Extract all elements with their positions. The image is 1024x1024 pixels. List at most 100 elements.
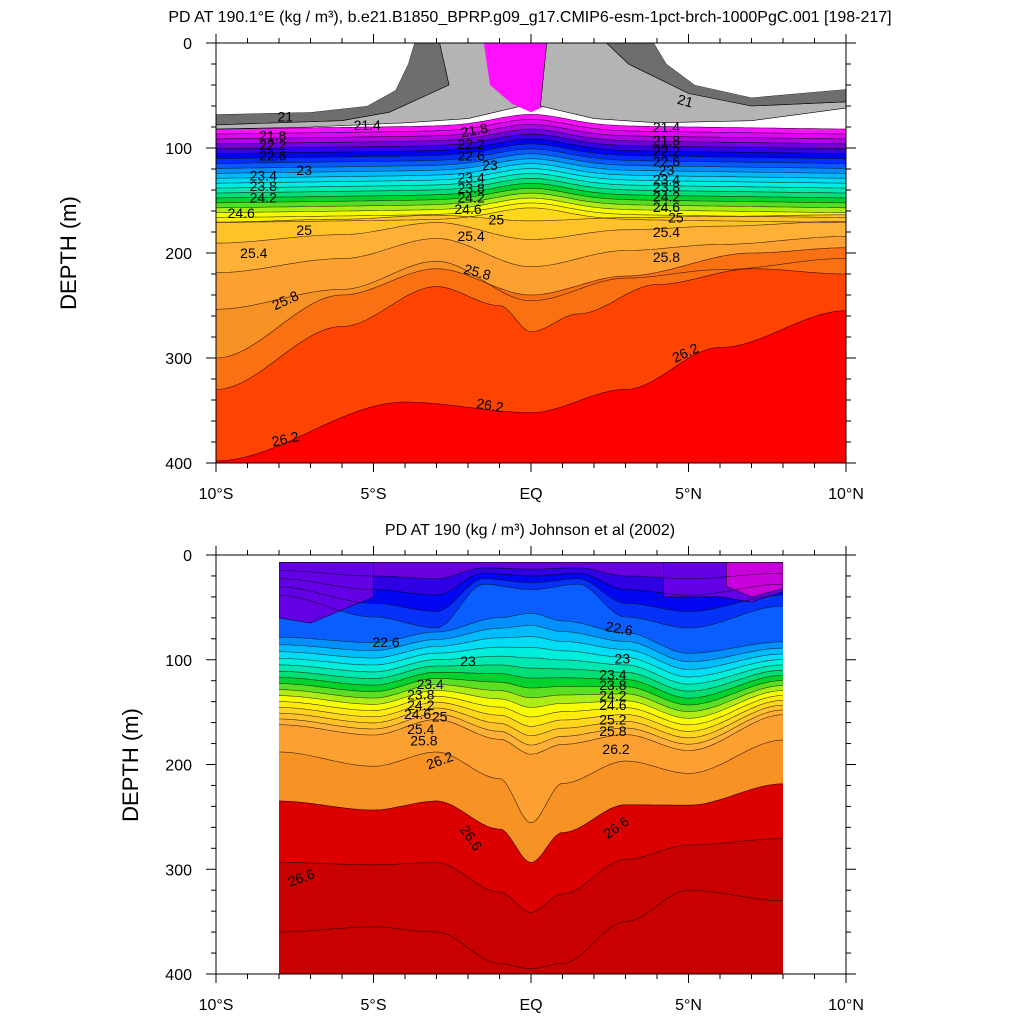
contour-line [279, 625, 783, 662]
contour-line [216, 268, 846, 390]
panel-model-axes: 10°S 5°S EQ 5°N 10°N 0 100 200 300 400 [165, 34, 864, 503]
panel-model-contour-labels: 2121.421.822.222.62323.423.824.224.62525… [228, 91, 702, 450]
contour-line [216, 114, 846, 130]
x-tick-label: EQ [519, 486, 542, 503]
contour-label: 23 [659, 162, 675, 178]
contour-line [279, 714, 783, 755]
contour-label: 21.8 [259, 127, 286, 143]
contour-label: 23.8 [458, 180, 485, 196]
contour-line [216, 214, 846, 223]
contour-line [216, 221, 846, 244]
x-tick-label: 10°S [199, 486, 234, 503]
contour-label: 22.2 [458, 136, 485, 152]
x-tick-label: 10°N [828, 997, 864, 1014]
contour-label: 23.8 [407, 686, 434, 702]
contour-label: 25.4 [458, 228, 485, 244]
x-tick-label: 5°N [675, 997, 702, 1014]
contour-line [279, 655, 783, 685]
contour-line [216, 177, 846, 194]
contour-line [216, 118, 846, 135]
y-tick-label: 300 [165, 351, 192, 368]
contour-label: 24.6 [653, 199, 680, 215]
contour-label: 23.8 [250, 178, 277, 194]
contour-line [279, 690, 783, 719]
contour-label: 24.6 [454, 201, 481, 217]
contour-label: 22.2 [653, 143, 680, 159]
contour-line [216, 133, 846, 150]
contour-line [216, 163, 846, 179]
contour-label: 21 [676, 91, 695, 111]
contour-line [216, 183, 846, 199]
panel-obs-contour-lines [279, 562, 783, 970]
contour-label: 23.8 [653, 179, 680, 195]
contour-line [216, 187, 846, 204]
contour-label: 21.4 [354, 117, 381, 133]
contour-label: 22.6 [604, 618, 634, 639]
contour-label: 23.4 [417, 676, 444, 692]
contour-line [216, 148, 846, 164]
x-tick-label: 5°N [675, 486, 702, 503]
contour-label: 23 [615, 651, 631, 667]
contour-label: 25.4 [240, 245, 267, 261]
panel-obs-axes: 10°S 5°S EQ 5°N 10°N 0 100 200 300 400 [165, 546, 864, 1014]
contour-line [216, 247, 846, 359]
contour-label: 24.6 [599, 697, 626, 713]
contour-label: 24.6 [228, 205, 255, 221]
contour-line [216, 192, 846, 209]
contour-label: 22.6 [458, 147, 485, 163]
contour-label: 23.4 [250, 167, 277, 183]
contour-line [279, 664, 783, 692]
contour-label: 23.4 [458, 169, 485, 185]
y-tick-label: 400 [165, 456, 192, 473]
contour-line [279, 684, 783, 712]
contour-label: 25.2 [599, 711, 626, 727]
contour-label: 25 [296, 222, 312, 238]
panel-model-title: PD AT 190.1°E (kg / m³), b.e21.B1850_BPR… [168, 9, 891, 26]
contour-label: 25.4 [653, 224, 680, 240]
contour-line [216, 310, 846, 462]
contour-line [216, 138, 846, 154]
contour-line [279, 583, 783, 629]
contour-label: 25.8 [462, 261, 493, 284]
contour-label: 25.4 [407, 721, 434, 737]
panel-obs-ylabel: DEPTH (m) [118, 708, 143, 822]
contour-label: 22.6 [259, 147, 286, 163]
contour-label: 24.2 [653, 188, 680, 204]
y-tick-label: 100 [165, 141, 192, 158]
contour-line [279, 783, 783, 863]
contour-label: 25.8 [410, 732, 437, 748]
contour-line [216, 236, 846, 274]
contour-line [216, 168, 846, 184]
contour-line [279, 838, 783, 913]
contour-label: 26.2 [475, 395, 505, 416]
y-tick-label: 0 [183, 548, 192, 565]
contour-line [279, 704, 783, 739]
contour-line [279, 612, 783, 654]
x-tick-label: 10°N [828, 486, 864, 503]
contour-line [279, 646, 783, 678]
x-tick-label: 5°S [361, 486, 387, 503]
y-tick-label: 400 [165, 967, 192, 984]
contour-line [279, 636, 783, 670]
x-tick-label: 10°S [199, 997, 234, 1014]
panel-model-contour-lines [216, 114, 846, 462]
panel-model-contour-fill [216, 43, 846, 463]
contour-line [279, 567, 783, 579]
y-tick-label: 300 [165, 862, 192, 879]
empty-region-right [653, 43, 846, 98]
contour-label: 23.4 [599, 666, 626, 682]
contour-label: 25 [668, 209, 684, 225]
contour-line [216, 153, 846, 169]
x-tick-label: EQ [519, 997, 542, 1014]
contour-line [279, 573, 783, 596]
panel-obs: PD AT 190 (kg / m³) Johnson et al (2002)… [118, 522, 864, 1014]
panel-model: PD AT 190.1°E (kg / m³), b.e21.B1850_BPR… [56, 9, 892, 503]
y-tick-label: 0 [183, 36, 192, 53]
y-tick-label: 200 [165, 246, 192, 263]
panel-obs-title: PD AT 190 (kg / m³) Johnson et al (2002) [385, 522, 675, 539]
y-tick-label: 100 [165, 653, 192, 670]
contour-label: 23.4 [653, 172, 680, 188]
contour-line [279, 578, 783, 612]
contour-line [279, 672, 783, 699]
